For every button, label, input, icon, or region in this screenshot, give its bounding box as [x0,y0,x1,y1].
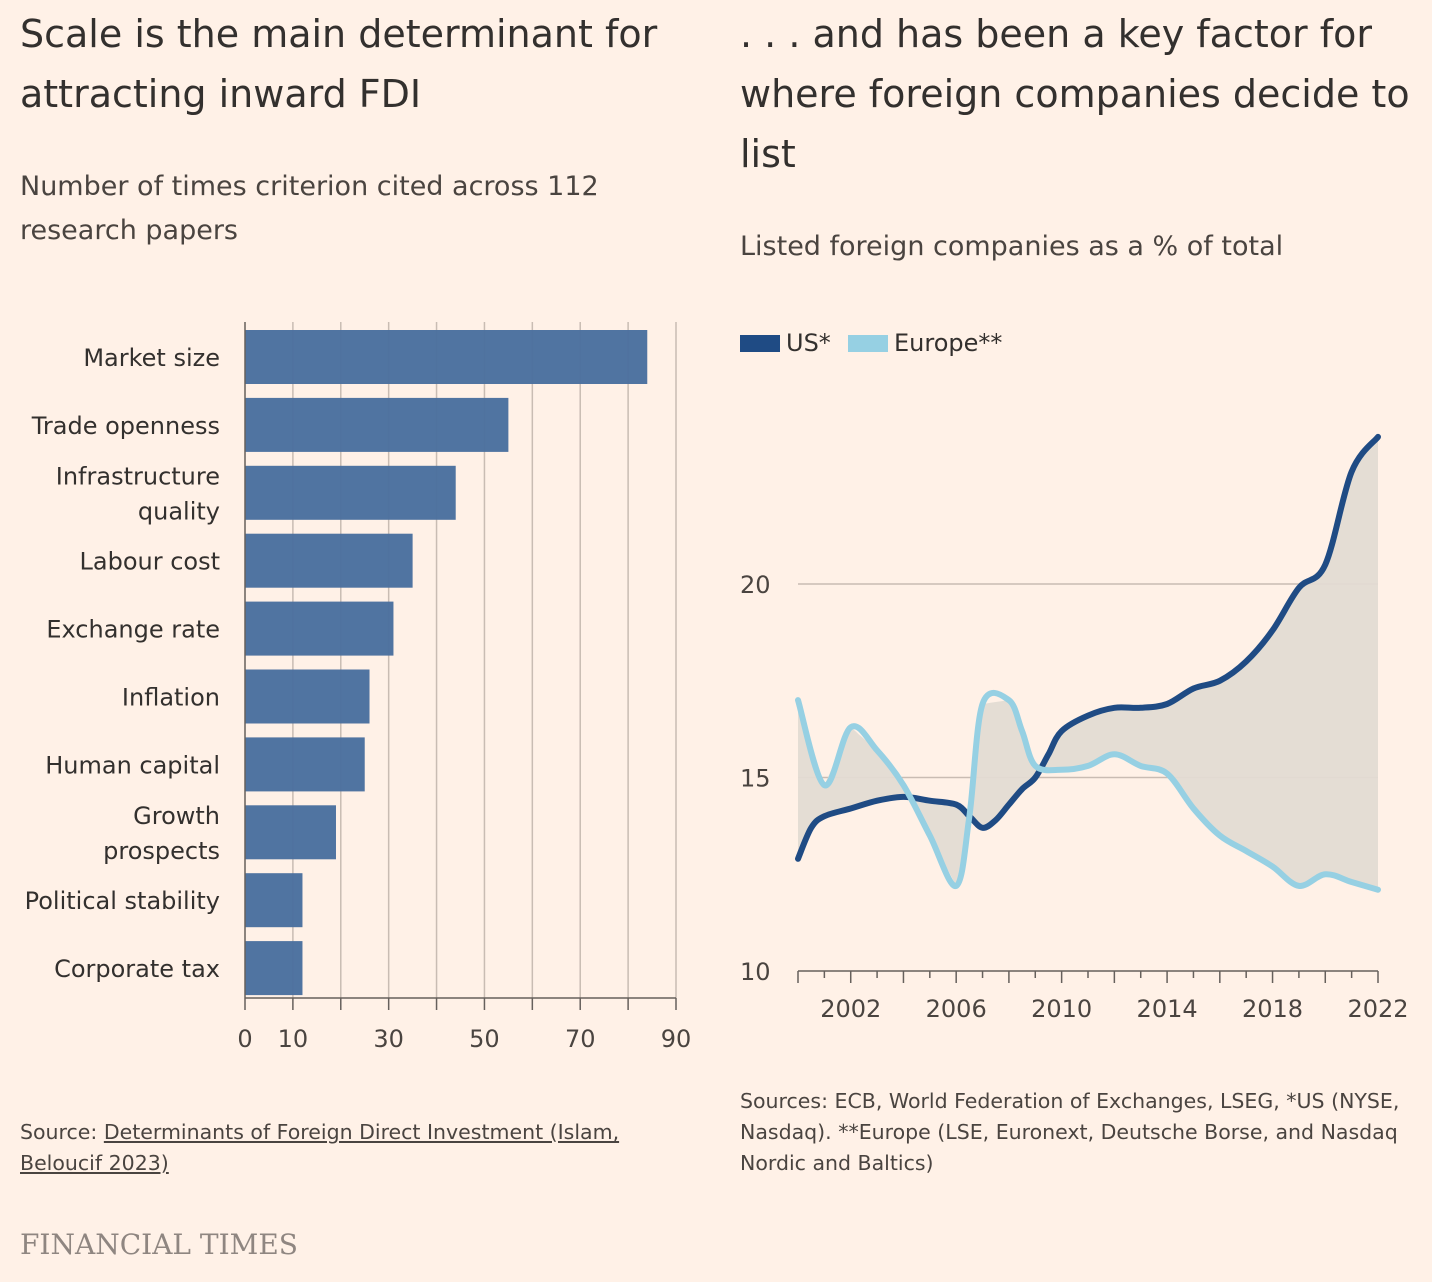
bar [245,397,509,452]
bar [245,669,370,724]
bar-chart-title: Scale is the main determinant for attrac… [20,12,658,116]
bar [245,533,413,588]
category-label: quality [138,497,220,525]
source-prefix: Source: [20,1120,104,1144]
bar-x-tick-label: 30 [373,1025,404,1053]
line-chart: 10 15 20 2002 2006 2010 2014 2018 2022 [740,433,1409,1023]
line-chart-subtitle: Listed foreign companies as a % of total [740,231,1284,262]
category-label: Political stability [25,887,220,915]
line-x-tick-label: 2022 [1347,995,1408,1023]
category-label: prospects [103,837,220,865]
europe-line [795,690,1381,893]
category-label: Human capital [45,751,220,779]
category-label: Trade openness [31,412,220,440]
line-x-tick-label: 2014 [1137,995,1198,1023]
bar-x-tick-label: 50 [469,1025,500,1053]
category-label: Corporate tax [54,955,220,983]
line-chart-source: Sources: ECB, World Federation of Exchan… [740,1089,1400,1175]
line-x-tick-label: 2018 [1242,995,1303,1023]
line-y-tick-label: 10 [740,958,771,986]
legend-us: US* [740,326,831,360]
bar [245,330,648,384]
bar-chart-subtitle: Number of times criterion cited across 1… [20,171,599,246]
line-y-tick-label: 15 [740,765,771,793]
bar-x-tick-label: 70 [565,1025,596,1053]
line-x-tick-label: 2010 [1031,995,1092,1023]
bar [245,601,394,656]
category-label: Labour cost [80,548,221,576]
bar-x-tick-label: 0 [237,1025,252,1053]
ft-logo: FINANCIAL TIMES [20,1228,298,1261]
bar-chart: Market size Trade openness Infrastructure q… [25,322,692,1053]
line-chart-title: . . . and has been a key factor for wher… [740,12,1410,176]
bar [245,941,303,996]
legend-us-swatch [740,334,780,352]
legend-europe-label: Europe** [894,329,1003,357]
line-y-tick-label: 20 [740,571,771,599]
bar-x-tick-label: 90 [661,1025,692,1053]
category-label: Infrastructure [56,462,220,490]
category-label: Market size [83,344,220,372]
bar [245,873,303,928]
line-x-tick-label: 2002 [820,995,881,1023]
category-label: Exchange rate [46,616,220,644]
source-link[interactable]: Determinants of Foreign Direct Investmen… [20,1120,620,1175]
category-label: Growth [133,802,220,830]
bar [245,737,365,792]
bar [245,805,336,860]
legend-us-label: US* [786,329,831,357]
category-label: Inflation [122,684,220,712]
bar-x-tick-label: 10 [278,1025,309,1053]
legend-europe-swatch [848,334,888,352]
bar [245,465,456,520]
gap-area [798,436,1378,890]
bar-chart-source: Source: Determinants of Foreign Direct I… [20,1117,660,1179]
line-x-tick-label: 2006 [926,995,987,1023]
legend-europe: Europe** [848,326,1002,360]
us-line [795,433,1381,862]
